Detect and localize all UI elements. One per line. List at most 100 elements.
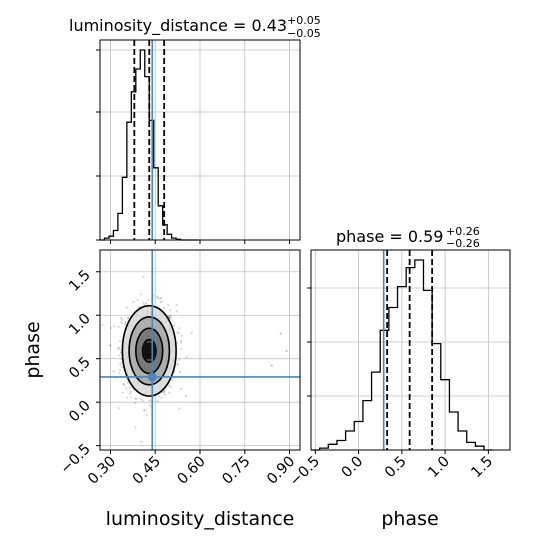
scatter-point bbox=[142, 301, 145, 304]
scatter-point bbox=[139, 293, 142, 296]
luminosity-distance-histogram-step bbox=[100, 49, 199, 241]
scatter-point bbox=[109, 326, 113, 330]
scatter-point bbox=[121, 318, 124, 321]
joint-x-tick-label: 0.75 bbox=[219, 454, 253, 488]
scatter-point bbox=[140, 440, 143, 443]
joint-y-tick-label: 1.5 bbox=[66, 267, 94, 295]
scatter-point bbox=[125, 387, 128, 390]
scatter-point bbox=[118, 346, 121, 349]
scatter-point bbox=[160, 300, 164, 303]
phase-frame bbox=[310, 249, 511, 451]
scatter-point bbox=[179, 341, 183, 344]
scatter-point bbox=[159, 301, 162, 304]
scatter-point bbox=[117, 347, 120, 350]
scatter-point bbox=[168, 391, 171, 394]
phase-x-tick-label: 1.5 bbox=[469, 454, 497, 482]
scatter-point bbox=[127, 316, 130, 319]
scatter-point bbox=[142, 400, 145, 403]
scatter-point bbox=[101, 323, 104, 326]
scatter-point bbox=[145, 302, 148, 305]
density-contour bbox=[128, 316, 171, 386]
scatter-point bbox=[160, 396, 163, 399]
scatter-point bbox=[118, 372, 121, 375]
scatter-point bbox=[143, 409, 146, 412]
scatter-point bbox=[129, 390, 132, 393]
scatter-point bbox=[190, 331, 193, 334]
scatter-point bbox=[120, 357, 123, 360]
scatter-point bbox=[279, 332, 282, 335]
scatter-point bbox=[179, 339, 182, 342]
x-axis-label-phase: phase bbox=[381, 508, 438, 530]
scatter-point bbox=[144, 409, 147, 412]
scatter-point bbox=[145, 414, 148, 417]
scatter-point bbox=[125, 306, 128, 309]
luminosity-distance-title: luminosity_distance = 0.43 bbox=[69, 16, 287, 36]
joint-y-tick-label: 0.0 bbox=[66, 398, 94, 426]
scatter-point bbox=[159, 297, 162, 300]
phase-x-tick-label: 0.5 bbox=[382, 454, 410, 482]
scatter-point bbox=[285, 349, 288, 352]
scatter-point bbox=[127, 381, 130, 384]
scatter-point bbox=[120, 365, 123, 369]
scatter-point bbox=[169, 314, 172, 317]
scatter-point bbox=[178, 407, 181, 410]
scatter-point bbox=[156, 400, 159, 403]
phase-title: phase = 0.59 bbox=[336, 227, 443, 246]
scatter-point bbox=[170, 386, 173, 389]
luminosity-distance-title-minus: −0.05 bbox=[287, 27, 321, 40]
scatter-point bbox=[112, 370, 115, 373]
scatter-point bbox=[122, 383, 125, 386]
scatter-point bbox=[124, 321, 127, 324]
scatter-point bbox=[173, 324, 176, 327]
scatter-point bbox=[177, 332, 180, 335]
scatter-point bbox=[135, 397, 138, 400]
scatter-point bbox=[113, 325, 116, 328]
density-peak bbox=[143, 342, 156, 359]
scatter-point bbox=[121, 391, 124, 394]
joint-y-tick-label: 1.0 bbox=[66, 311, 94, 339]
phase-x-tick-label: 0.0 bbox=[339, 454, 367, 482]
scatter-point bbox=[136, 298, 139, 302]
scatter-point bbox=[171, 378, 174, 381]
scatter-point bbox=[125, 396, 128, 399]
scatter-point bbox=[175, 303, 178, 307]
scatter-point bbox=[270, 364, 273, 367]
scatter-point bbox=[129, 385, 132, 389]
scatter-point bbox=[162, 391, 165, 394]
scatter-point bbox=[178, 371, 181, 374]
scatter-point bbox=[142, 275, 145, 278]
scatter-point bbox=[168, 384, 171, 387]
density-contour bbox=[121, 304, 177, 397]
scatter-point bbox=[130, 396, 133, 399]
scatter-point bbox=[184, 394, 187, 397]
scatter-point bbox=[117, 325, 120, 328]
joint-y-tick-label: 0.5 bbox=[66, 354, 94, 382]
scatter-point bbox=[175, 310, 178, 313]
scatter-point bbox=[180, 387, 183, 390]
scatter-point bbox=[120, 321, 123, 324]
scatter-point bbox=[120, 316, 123, 319]
scatter-point bbox=[180, 347, 183, 350]
scatter-point bbox=[149, 404, 152, 407]
density-contour bbox=[135, 327, 164, 375]
scatter-point bbox=[120, 361, 123, 364]
scatter-point bbox=[118, 354, 121, 357]
luminosity-distance-marginal-panel bbox=[96, 39, 301, 244]
scatter-point bbox=[156, 296, 159, 300]
scatter-point bbox=[168, 316, 171, 319]
scatter-point bbox=[169, 309, 172, 312]
phase-title-minus: −0.26 bbox=[446, 237, 480, 250]
scatter-point bbox=[167, 304, 170, 307]
x-axis-label-luminosity-distance: luminosity_distance bbox=[106, 508, 295, 530]
phase-histogram-step bbox=[311, 259, 493, 451]
scatter-point bbox=[176, 362, 179, 365]
scatter-point bbox=[134, 401, 137, 405]
scatter-point bbox=[119, 363, 122, 366]
phase-title-plus: +0.26 bbox=[446, 225, 480, 238]
joint-x-tick-label: 0.45 bbox=[130, 454, 164, 488]
joint-truth-marker bbox=[147, 372, 157, 382]
phase-x-tick-label: 1.0 bbox=[425, 454, 453, 482]
scatter-point bbox=[122, 383, 125, 386]
scatter-point bbox=[180, 334, 183, 337]
